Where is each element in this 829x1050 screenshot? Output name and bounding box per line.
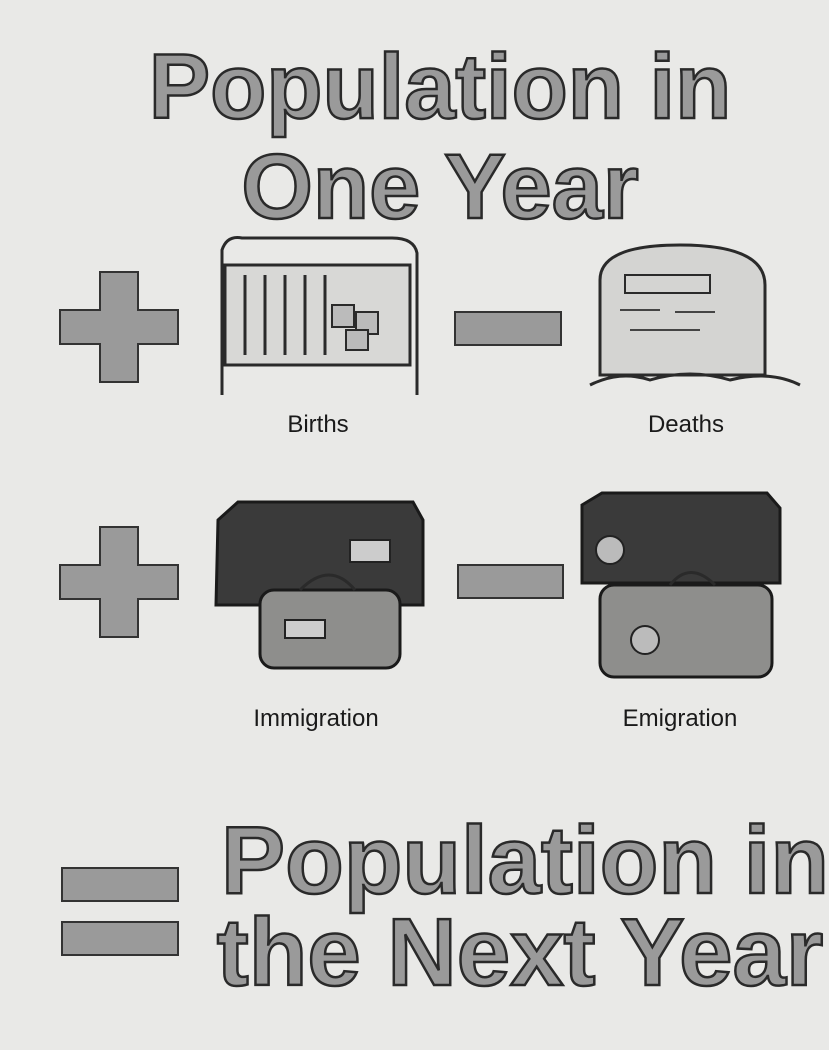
minus-sign bbox=[455, 312, 561, 345]
equals-sign-bar bbox=[62, 922, 178, 955]
item-label: Emigration bbox=[623, 705, 738, 732]
equals-sign-bar bbox=[62, 868, 178, 901]
item-label: Births bbox=[287, 411, 348, 438]
emigration-luggage-illustration bbox=[582, 493, 780, 677]
diagram: Population in One Year Births Deaths bbox=[0, 0, 829, 1050]
item-label: Deaths bbox=[648, 411, 724, 438]
title-line: Population in bbox=[149, 36, 732, 138]
title-line: One Year bbox=[241, 136, 638, 238]
minus-sign bbox=[458, 565, 563, 598]
result-line: Population in bbox=[221, 807, 829, 914]
item-label: Immigration bbox=[253, 705, 378, 732]
result-line: the Next Year bbox=[217, 899, 824, 1006]
